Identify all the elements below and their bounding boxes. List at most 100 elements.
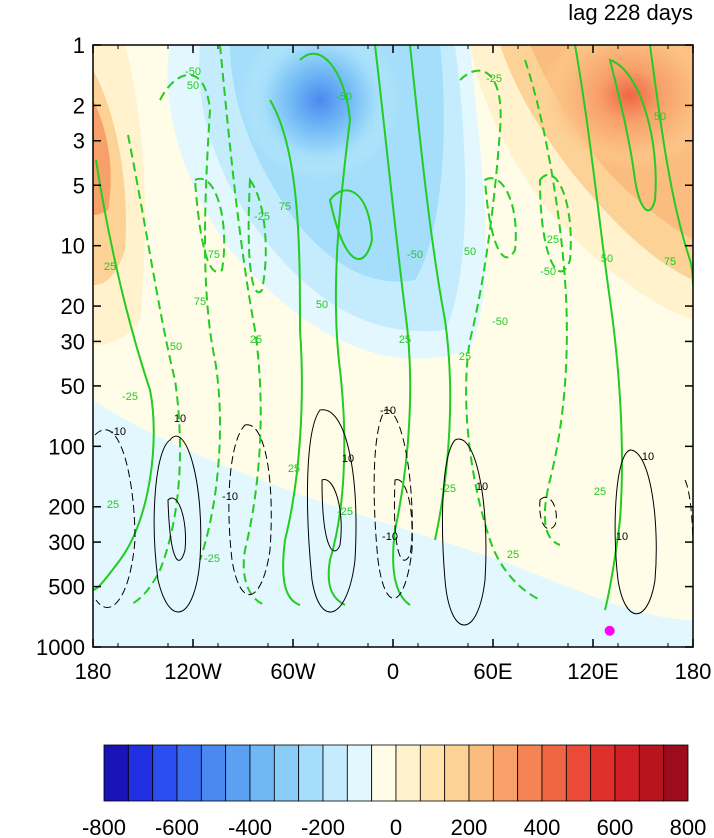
green-contour-label: 50 xyxy=(601,253,613,265)
green-solid-contour xyxy=(93,159,155,591)
colorbar-cell xyxy=(419,744,446,802)
green-contour-label: 75 xyxy=(194,296,206,308)
colorbar-cell xyxy=(298,744,324,802)
colorbar-cell xyxy=(517,744,543,802)
green-contour-label: 50 xyxy=(654,111,666,123)
y-tick-label: 2 xyxy=(73,93,85,118)
plot-area: 50 -50 25 -25 75 -75 50 25 -25 25 -50 75 50 -25 25 -50 5… xyxy=(93,45,693,647)
green-contour-label: 50 xyxy=(170,341,182,353)
black-dashed-contour xyxy=(228,424,272,595)
green-contour-label: -50 xyxy=(407,249,423,261)
green-contour-label: 25 xyxy=(507,549,519,561)
green-contour-label: -50 xyxy=(336,91,352,103)
black-contour-label: -10 xyxy=(380,405,396,417)
x-tick-label: 120E xyxy=(567,659,618,684)
black-solid-contour xyxy=(306,409,357,613)
black-solid-contour xyxy=(321,479,342,552)
green-contour-label: -50 xyxy=(185,66,201,78)
green-contour-label: 25 xyxy=(104,261,116,273)
colorbar-cell xyxy=(322,744,348,802)
x-tick-label: 60E xyxy=(473,659,512,684)
green-dashed-contour xyxy=(247,177,267,294)
colorbar: -800 -600 -400 -200 0 200 400 600 800 xyxy=(82,744,707,838)
green-solid-contour xyxy=(608,58,657,212)
x-tick-label: 120W xyxy=(164,659,222,684)
green-contour-label: 50 xyxy=(316,299,328,311)
green-contour-label: -50 xyxy=(540,266,556,278)
x-tick-label: 180 xyxy=(675,659,712,684)
green-contour-label: -25 xyxy=(254,211,270,223)
colorbar-cell xyxy=(249,744,275,802)
x-axis: 180 120W 60W 0 60E 120E 180 xyxy=(75,45,712,684)
black-contour-label: 10 xyxy=(174,413,186,425)
green-contour-label: 25 xyxy=(250,334,262,346)
green-contour-label: 25 xyxy=(594,486,606,498)
black-dashed-contour xyxy=(539,497,557,530)
black-dashed-contour xyxy=(373,409,413,599)
y-tick-label: 500 xyxy=(48,575,85,600)
colorbar-cell xyxy=(492,744,519,802)
green-contour-label: 50 xyxy=(187,80,199,92)
green-contour-label: -25 xyxy=(337,506,353,518)
black-contour-label: 10 xyxy=(616,531,628,543)
green-contour-label: 25 xyxy=(547,234,559,246)
colorbar-cell xyxy=(103,744,129,802)
colorbar-cell xyxy=(200,744,227,802)
green-dashed-contour xyxy=(193,177,226,273)
black-solid-contour xyxy=(441,438,487,626)
green-contour-label: -25 xyxy=(122,391,138,403)
colorbar-tick-label: 400 xyxy=(524,815,561,838)
colorbar-tick-label: -600 xyxy=(155,815,199,838)
green-contour-label: -75 xyxy=(204,249,220,261)
y-tick-label: 20 xyxy=(61,294,85,319)
marker xyxy=(604,625,615,636)
green-solid-contour xyxy=(328,189,374,260)
colorbar-cell xyxy=(468,744,494,802)
colorbar-cell xyxy=(371,744,397,802)
black-contour-label: -10 xyxy=(382,531,398,543)
colorbar-cell xyxy=(590,744,616,802)
black-contour-label: 10 xyxy=(642,451,654,463)
y-tick-label: 100 xyxy=(48,434,85,459)
colorbar-tick-label: 800 xyxy=(670,815,707,838)
green-contour-label: 25 xyxy=(288,463,300,475)
black-solid-contour xyxy=(153,435,202,613)
y-tick-label: 3 xyxy=(73,129,85,154)
y-tick-label: 200 xyxy=(48,495,85,520)
x-tick-label: 180 xyxy=(75,659,112,684)
contour-layer: 50 -50 25 -25 75 -75 50 25 -25 25 -50 75 50 -25 25 -50 5… xyxy=(93,45,693,626)
green-dashed-contour xyxy=(538,173,572,273)
cyan-band-lower xyxy=(93,400,693,647)
colorbar-cell xyxy=(614,744,640,802)
green-solid-contour xyxy=(269,99,303,606)
colorbar-cell xyxy=(565,744,592,802)
colorbar-cell xyxy=(541,744,567,802)
green-contour-label: -25 xyxy=(440,483,456,495)
green-dashed-contour xyxy=(127,134,181,606)
black-contour-label: 10 xyxy=(476,481,488,493)
y-tick-label: 5 xyxy=(73,173,85,198)
colorbar-cell xyxy=(152,744,178,802)
black-solid-contour xyxy=(167,497,187,561)
black-dashed-contour xyxy=(393,479,413,561)
colorbar-cell xyxy=(176,744,202,802)
black-contour-label: 10 xyxy=(342,453,354,465)
black-solid-contour xyxy=(614,449,657,614)
y-tick-label: 50 xyxy=(61,374,85,399)
green-solid-contour xyxy=(374,45,412,606)
green-contour-label: 75 xyxy=(664,256,676,268)
green-dashed-contour xyxy=(159,74,221,561)
chart-title: lag 228 days xyxy=(568,0,693,25)
green-dashed-contour xyxy=(524,59,568,546)
green-contour-label: 25 xyxy=(107,499,119,511)
green-contour-label: -25 xyxy=(204,553,220,565)
y-tick-label: 10 xyxy=(61,234,85,259)
colorbar-cell xyxy=(638,744,665,802)
green-solid-contour xyxy=(299,52,352,606)
colorbar-cell xyxy=(225,744,251,802)
colorbar-cell xyxy=(273,744,300,802)
orange-band-left-3 xyxy=(93,100,111,215)
green-contour-label: 25 xyxy=(459,351,471,363)
green-contour-label: 25 xyxy=(399,334,411,346)
